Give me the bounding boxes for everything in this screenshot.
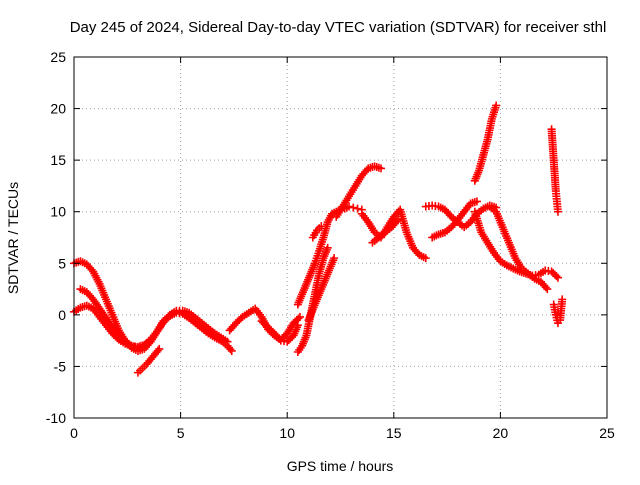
data-point <box>377 164 386 173</box>
x-tick-label: 10 <box>279 425 295 441</box>
data-point <box>217 336 226 345</box>
y-tick-label: 10 <box>50 204 66 220</box>
data-point <box>317 222 326 231</box>
y-tick-label: 20 <box>50 101 66 117</box>
data-point <box>349 203 358 212</box>
y-axis-label: SDTVAR / TECUs <box>5 182 21 294</box>
y-tick-label: -5 <box>54 358 67 374</box>
x-tick-label: 20 <box>493 425 509 441</box>
x-tick-label: 5 <box>177 425 185 441</box>
y-tick-label: 25 <box>50 49 66 65</box>
grid <box>74 57 607 418</box>
data-point <box>394 215 403 224</box>
data-point <box>295 312 304 321</box>
y-tick-label: -10 <box>46 410 66 426</box>
data-point <box>421 254 430 263</box>
data-point <box>227 346 236 355</box>
data-point-trail <box>541 283 550 292</box>
axis-ticks: 0 5 10 15 20 25 -10 -5 0 5 10 15 20 25 <box>46 49 615 441</box>
y-tick-label: 5 <box>58 255 66 271</box>
data-point <box>293 321 302 330</box>
data-point <box>492 101 501 110</box>
x-axis-label: GPS time / hours <box>287 458 394 474</box>
x-tick-label: 15 <box>386 425 402 441</box>
data-point <box>323 243 332 252</box>
data-point-trail <box>275 334 284 343</box>
data-point <box>543 285 552 294</box>
chart-title: Day 245 of 2024, Sidereal Day-to-day VTE… <box>70 19 607 36</box>
data-point <box>155 344 164 353</box>
data-point <box>223 337 232 346</box>
data-point <box>353 204 362 213</box>
x-tick-label: 25 <box>599 425 615 441</box>
data-point-trail <box>552 272 561 281</box>
data-point-trail <box>153 346 162 355</box>
data-point <box>553 273 562 282</box>
data-point-trail <box>445 211 454 220</box>
data-point <box>558 295 567 304</box>
data-point <box>472 197 481 206</box>
data-point-trail <box>294 314 303 323</box>
data-points <box>70 101 567 377</box>
data-point <box>553 207 562 216</box>
data-point-trail <box>226 345 235 354</box>
data-point-trail <box>392 217 401 226</box>
x-tick-label: 0 <box>70 425 78 441</box>
y-tick-label: 0 <box>58 307 66 323</box>
data-point <box>330 254 339 263</box>
plot-frame <box>73 56 608 419</box>
y-tick-label: 15 <box>50 152 66 168</box>
